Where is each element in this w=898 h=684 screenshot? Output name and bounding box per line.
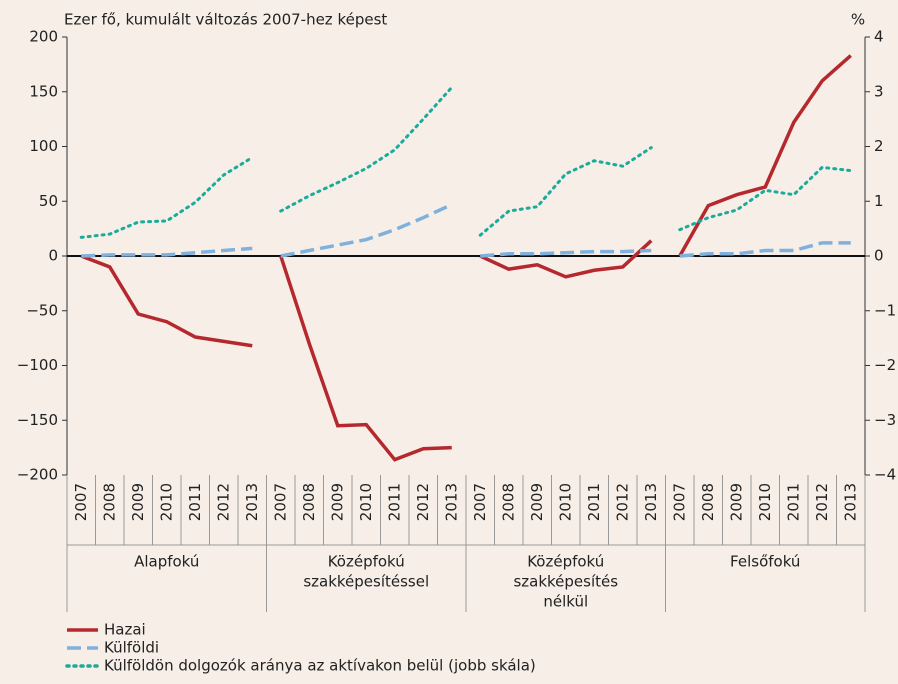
x-tick-label: 2010 xyxy=(357,483,375,521)
legend-label: Külföldön dolgozók aránya az aktívakon b… xyxy=(104,657,536,675)
x-tick-label: 2009 xyxy=(727,483,745,521)
x-tick-label: 2008 xyxy=(499,483,517,521)
x-tick-label: 2007 xyxy=(670,483,688,521)
legend-label: Hazai xyxy=(104,621,146,639)
x-tick-label: 2012 xyxy=(613,483,631,521)
legend-label: Külföldi xyxy=(104,639,159,657)
series-line xyxy=(480,248,652,258)
series-line xyxy=(80,254,253,348)
y-tick-label: 50 xyxy=(39,192,58,210)
group-label: nélkül xyxy=(543,593,588,611)
y-tick-label: −150 xyxy=(17,411,58,429)
series-line xyxy=(81,246,253,258)
series-line xyxy=(478,146,653,237)
group-label: Alapfokú xyxy=(134,553,199,571)
y2-tick-label: 0 xyxy=(874,247,884,265)
x-tick-label: 2009 xyxy=(328,483,346,521)
series-line xyxy=(279,255,452,462)
y2-tick-label: −4 xyxy=(874,466,896,484)
series-line xyxy=(79,155,254,239)
series-line xyxy=(679,241,851,258)
y-tick-label: 0 xyxy=(48,247,58,265)
x-tick-label: 2011 xyxy=(784,483,802,521)
x-tick-label: 2011 xyxy=(385,483,403,521)
x-tick-label: 2007 xyxy=(72,483,90,521)
y-tick-label: 100 xyxy=(29,137,58,155)
group-label: Középfokú xyxy=(328,553,405,571)
x-tick-label: 2008 xyxy=(300,483,318,521)
series-line xyxy=(280,202,453,258)
x-tick-label: 2013 xyxy=(243,483,261,521)
x-tick-label: 2012 xyxy=(414,483,432,521)
x-tick-label: 2009 xyxy=(528,483,546,521)
x-tick-label: 2013 xyxy=(841,483,859,521)
x-tick-label: 2007 xyxy=(471,483,489,521)
x-tick-label: 2012 xyxy=(813,483,831,521)
x-tick-label: 2011 xyxy=(585,483,603,521)
y2-tick-label: −3 xyxy=(874,411,896,429)
y-tick-label: 200 xyxy=(29,28,58,46)
x-tick-label: 2011 xyxy=(186,483,204,521)
x-tick-label: 2010 xyxy=(756,483,774,521)
series-line xyxy=(479,239,653,279)
y2-tick-label: 3 xyxy=(874,82,884,100)
series-line xyxy=(678,54,852,257)
y-tick-label: −50 xyxy=(26,301,58,319)
y2-tick-label: 1 xyxy=(874,192,884,210)
series-line xyxy=(678,165,853,232)
x-tick-label: 2010 xyxy=(157,483,175,521)
x-tick-label: 2009 xyxy=(129,483,147,521)
x-tick-label: 2013 xyxy=(642,483,660,521)
y-tick-label: 150 xyxy=(29,82,58,100)
group-label: szakképesítéssel xyxy=(303,573,429,591)
y2-tick-label: 4 xyxy=(874,28,884,46)
x-tick-label: 2012 xyxy=(214,483,232,521)
y-tick-label: −100 xyxy=(17,356,58,374)
x-tick-label: 2008 xyxy=(100,483,118,521)
group-label: Felsőfokú xyxy=(730,553,800,571)
y2-tick-label: −2 xyxy=(874,356,896,374)
y-tick-label: −200 xyxy=(17,466,58,484)
x-tick-label: 2008 xyxy=(699,483,717,521)
y2-tick-label: 2 xyxy=(874,137,884,155)
x-tick-label: 2013 xyxy=(442,483,460,521)
group-label: Középfokú xyxy=(527,553,604,571)
x-tick-label: 2007 xyxy=(271,483,289,521)
group-label: szakképesítés xyxy=(513,573,618,591)
x-tick-label: 2010 xyxy=(556,483,574,521)
y-axis-title: Ezer fő, kumulált változás 2007-hez képe… xyxy=(64,11,387,29)
y2-axis-title: % xyxy=(851,11,865,29)
y2-tick-label: −1 xyxy=(874,301,896,319)
